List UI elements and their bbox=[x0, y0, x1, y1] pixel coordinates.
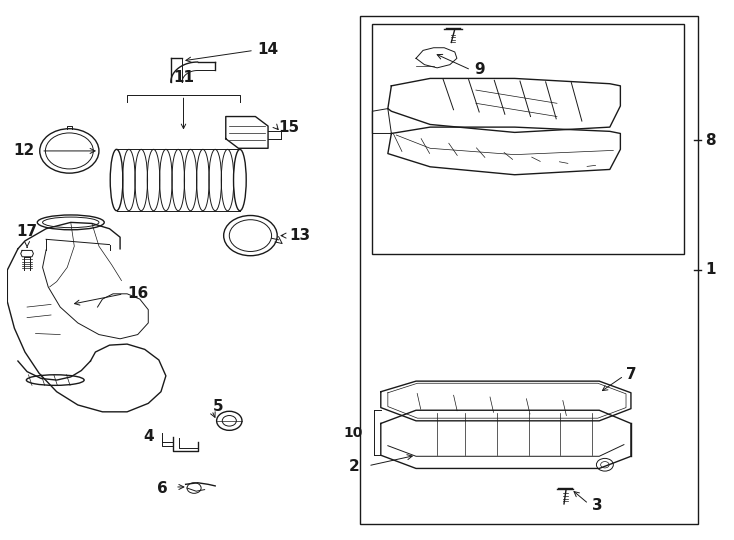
Text: 14: 14 bbox=[258, 42, 279, 57]
Text: 3: 3 bbox=[592, 498, 603, 513]
Text: 10: 10 bbox=[344, 426, 363, 440]
Text: 8: 8 bbox=[705, 133, 716, 148]
Bar bbox=[372, 24, 684, 254]
Bar bbox=[360, 16, 698, 524]
Text: 11: 11 bbox=[173, 70, 194, 85]
Text: 9: 9 bbox=[474, 63, 484, 77]
Text: 7: 7 bbox=[626, 367, 636, 382]
Text: 13: 13 bbox=[289, 228, 310, 243]
Text: 2: 2 bbox=[349, 460, 360, 474]
Text: 17: 17 bbox=[16, 224, 37, 239]
Text: 16: 16 bbox=[127, 286, 148, 301]
Text: 1: 1 bbox=[705, 262, 716, 278]
Ellipse shape bbox=[233, 150, 246, 211]
Ellipse shape bbox=[110, 150, 123, 211]
Text: 15: 15 bbox=[279, 120, 299, 134]
Text: 12: 12 bbox=[13, 144, 34, 158]
Text: 4: 4 bbox=[143, 429, 154, 444]
Text: 6: 6 bbox=[157, 481, 168, 496]
Text: 5: 5 bbox=[213, 399, 224, 414]
